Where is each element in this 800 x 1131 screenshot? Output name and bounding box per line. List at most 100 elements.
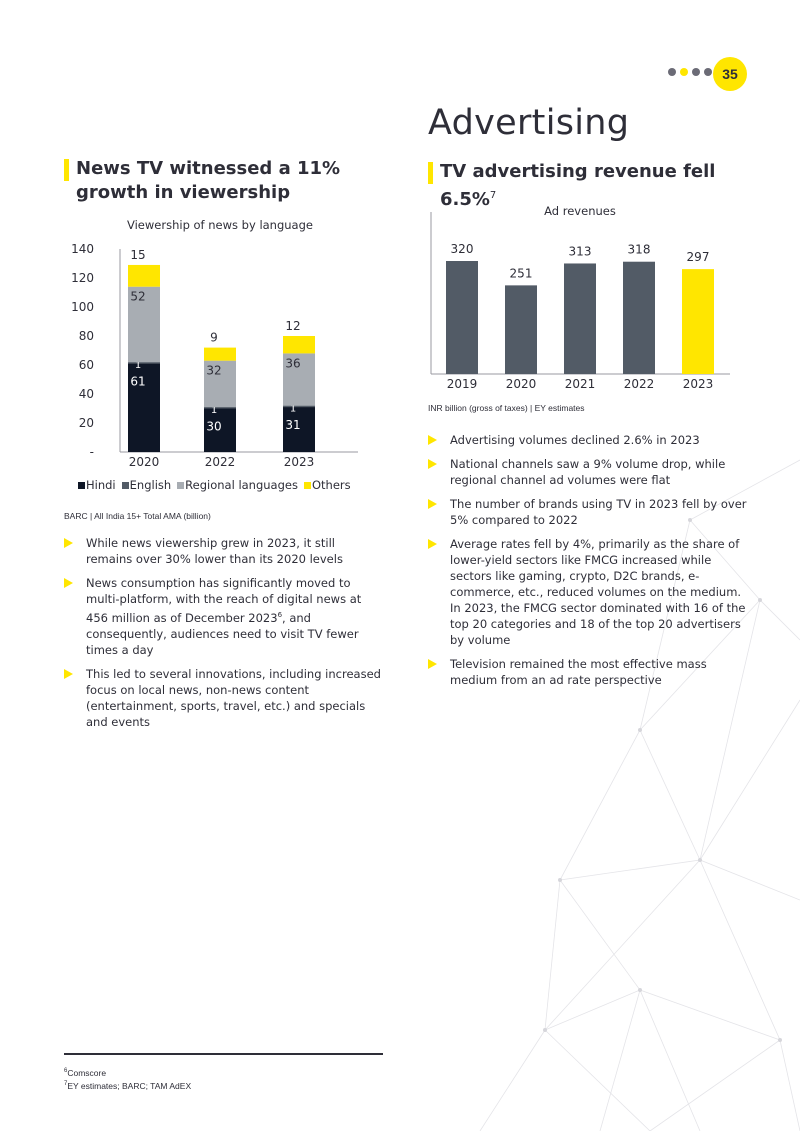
left-heading: News TV witnessed a 11% growth in viewer… [64,157,394,205]
bar-segment [204,408,236,452]
bar-segment [283,405,315,408]
footnote-divider [64,1053,383,1055]
data-label: 9 [210,331,218,345]
list-item: This led to several innovations, includi… [64,666,384,730]
footnote-item: 6Comscore [64,1066,191,1079]
bar [505,285,537,374]
dot-icon [692,68,700,76]
data-label: 320 [451,242,474,256]
ad-revenue-chart: 320 2019 251 2020 313 2021 318 2022 297 2023 [430,212,730,391]
list-item: The number of brands using TV in 2023 fe… [428,496,748,528]
bar-segment [128,363,160,452]
data-label: 52 [130,290,145,304]
legend-item-others: Others [303,478,351,492]
left-chart-title: Viewership of news by language [127,218,313,232]
page-number: 35 [713,57,747,91]
bar [682,269,714,374]
bar-segment [128,286,160,363]
data-label: 251 [510,266,533,280]
left-bullet-list: While news viewership grew in 2023, it s… [64,535,384,738]
bar-segment [283,407,315,452]
bar [623,261,655,374]
y-tick-label: 140 [71,242,94,256]
data-label: 31 [285,418,300,432]
list-item: National channels saw a 9% volume drop, … [428,456,748,488]
y-tick-label: - [90,445,94,459]
data-label: 30 [206,420,221,434]
bar-segment [204,347,236,361]
y-tick-label: 80 [79,329,94,343]
news-viewership-chart: - 20 40 60 80 100 120 140 61 1 52 15 2020 30 1 32 9 2022 3… [71,242,358,469]
legend-swatch [303,481,311,489]
bar-segment [283,336,315,354]
x-tick-label: 2021 [565,377,596,391]
legend-label: Others [311,478,351,492]
bar [446,261,478,374]
bullet-text: News consumption has significantly moved… [86,576,362,625]
legend-label: Hindi [86,478,116,492]
left-source-note: BARC | All India 15+ Total AMA (billion) [64,511,211,521]
data-label: 12 [285,319,300,333]
footnote-text: EY estimates; BARC; TAM AdEX [67,1080,192,1091]
footnotes: 6Comscore 7EY estimates; BARC; TAM AdEX [64,1066,191,1092]
bar-segment [128,264,160,287]
list-item: While news viewership grew in 2023, it s… [64,535,384,567]
legend-item-regional: Regional languages [177,478,298,492]
legend-item-hindi: Hindi [78,478,116,492]
footnote-number: 7 [64,1080,68,1087]
x-tick-label: 2022 [624,377,655,391]
data-label: 36 [285,356,300,370]
footnote-ref: 6 [277,611,283,619]
right-bullet-list: Advertising volumes declined 2.6% in 202… [428,432,748,696]
data-label: 15 [130,248,145,262]
x-tick-label: 2023 [683,377,714,391]
footnote-text: Comscore [67,1067,107,1078]
y-tick-label: 120 [71,271,94,285]
footnote-number: 6 [64,1068,68,1074]
chart-legend: Hindi English Regional languages Others [78,478,351,492]
legend-label: Regional languages [185,478,298,492]
page-progress-dots [668,68,712,76]
dot-icon [668,68,676,76]
dot-icon [704,68,712,76]
data-label: 1 [135,360,141,371]
data-label: 313 [569,244,592,258]
legend-swatch [177,481,185,489]
legend-label: English [129,478,172,492]
bullet-text: , and consequently, audiences need to vi… [86,610,359,657]
section-title: Advertising [428,103,630,143]
bar [564,263,596,374]
legend-item-english: English [121,478,172,492]
list-item: News consumption has significantly moved… [64,575,384,658]
x-tick-label: 2023 [284,455,315,469]
dot-icon [680,68,688,76]
legend-swatch [78,481,85,489]
right-source-note: INR billion (gross of taxes) | EY estima… [428,403,585,413]
x-tick-label: 2019 [447,377,478,391]
right-heading-text: TV advertising revenue fell 6.5% [440,161,716,210]
right-heading: TV advertising revenue fell 6.5%7 [428,160,768,212]
bar-segment [128,362,160,364]
y-tick-label: 20 [79,416,94,430]
data-label: 61 [130,375,145,389]
y-tick-label: 100 [71,300,94,314]
data-label: 1 [211,405,217,416]
y-tick-label: 60 [79,358,94,372]
data-label: 32 [206,364,221,378]
bar-segment [204,360,236,408]
x-tick-label: 2020 [129,455,160,469]
bar-segment [283,353,315,406]
legend-swatch [121,481,129,489]
right-chart-title: Ad revenues [544,204,616,218]
footnote-item: 7EY estimates; BARC; TAM AdEX [64,1079,191,1092]
list-item: Advertising volumes declined 2.6% in 202… [428,432,748,448]
x-tick-label: 2022 [205,455,236,469]
data-label: 1 [290,404,296,415]
bar-segment [204,407,236,409]
data-label: 297 [687,250,710,264]
list-item: Television remained the most effective m… [428,656,748,688]
x-tick-label: 2020 [506,377,537,391]
list-item: Average rates fell by 4%, primarily as t… [428,536,748,648]
footnote-ref: 7 [489,190,497,201]
data-label: 318 [628,243,651,257]
